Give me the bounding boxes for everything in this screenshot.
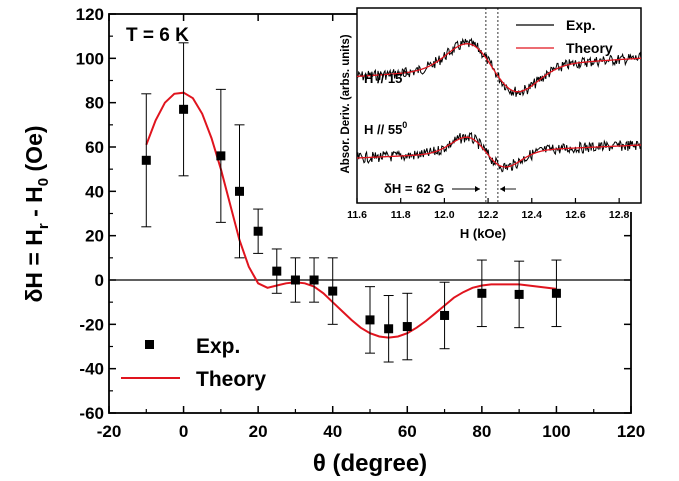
data-point	[477, 288, 487, 298]
inset-legend: Exp. Theory	[516, 17, 613, 56]
y-tick-label: 100	[76, 49, 104, 68]
x-tick-label: 120	[617, 422, 645, 441]
inset-x-tick-label: 12.8	[609, 209, 630, 221]
data-point	[514, 289, 524, 299]
inset-x-ticks: 11.6 11.8 12.0 12.2 12.4 12.6 12.8	[347, 198, 630, 221]
data-point	[253, 226, 263, 236]
main-legend: Exp. Theory	[121, 335, 266, 391]
x-tick-label: 60	[398, 422, 417, 441]
data-point	[402, 322, 412, 332]
x-tick-label: -20	[97, 422, 122, 441]
y-tick-label: 40	[85, 182, 104, 201]
x-axis-label: θ (degree)	[313, 450, 427, 477]
curve-label-15: H // 150	[364, 69, 407, 86]
data-point	[179, 104, 189, 114]
data-point	[235, 186, 244, 196]
linewidth-annotation: δH = 62 G	[384, 181, 444, 196]
legend-exp-marker	[145, 340, 154, 349]
inset-frame	[356, 7, 642, 204]
curve-label-55: H // 550	[364, 120, 407, 137]
y-tick-label: 0	[95, 271, 104, 290]
inset-theory-trace-55	[357, 136, 641, 168]
main-x-ticks: -20 0 20 40 60 80 100 120	[97, 14, 645, 441]
y-tick-label: 60	[85, 138, 104, 157]
y-tick-label: 20	[85, 227, 104, 246]
y-tick-label: 120	[76, 5, 104, 24]
inset-x-tick-label: 11.8	[391, 209, 411, 221]
data-point	[309, 275, 319, 285]
data-point	[328, 286, 338, 296]
inset-exp-trace-55	[356, 131, 642, 173]
inset-x-axis-label: H (kOe)	[460, 226, 506, 241]
legend-exp-label: Exp.	[196, 335, 240, 358]
x-tick-label: 20	[249, 422, 268, 441]
inset-x-tick-label: 12.0	[434, 209, 455, 221]
data-point	[440, 310, 450, 320]
inset-x-tick-label: 12.4	[522, 209, 543, 221]
inset-x-tick-label: 12.6	[565, 209, 586, 221]
y-tick-label: 80	[85, 94, 104, 113]
x-tick-label: 80	[472, 422, 491, 441]
inset-theory-trace-15	[356, 43, 642, 93]
data-point	[384, 324, 394, 334]
y-tick-label: -60	[79, 404, 104, 423]
inset-x-tick-label: 11.6	[347, 209, 367, 221]
inset-background	[357, 8, 641, 212]
inset-y-axis-label: Absor. Deriv. (arbs. units)	[340, 34, 352, 173]
linewidth-arrows	[452, 186, 516, 192]
y-tick-label: -20	[79, 315, 104, 334]
temperature-label: T = 6 K	[126, 25, 189, 46]
inset-legend-exp-label: Exp.	[566, 17, 596, 33]
data-point	[290, 275, 300, 285]
x-tick-label: 100	[542, 422, 570, 441]
x-tick-label: 40	[323, 422, 342, 441]
y-tick-label: -40	[79, 360, 104, 379]
data-point	[365, 315, 375, 325]
legend-theory-label: Theory	[196, 368, 266, 391]
main-plot: -20 0 20 40 60 80 100 120 -60 -40 -20 0 20 40 60 80 100…	[21, 5, 645, 477]
theory-curve	[145, 91, 557, 339]
data-point	[216, 151, 226, 161]
data-point	[272, 266, 282, 276]
data-point	[551, 288, 561, 298]
data-point	[141, 155, 151, 165]
x-tick-label: 0	[179, 422, 188, 441]
y-axis-label: δH = Hr - H0 (Oe)	[21, 125, 52, 302]
inset-plot: 11.6 11.8 12.0 12.2 12.4 12.6 12.8 H // 150 H …	[340, 7, 642, 241]
inset-legend-theory-label: Theory	[566, 40, 613, 56]
inset-x-tick-label: 12.2	[478, 209, 499, 221]
main-y-ticks: -60 -40 -20 0 20 40 60 80 100 120	[76, 5, 631, 423]
exp-points	[141, 42, 562, 363]
